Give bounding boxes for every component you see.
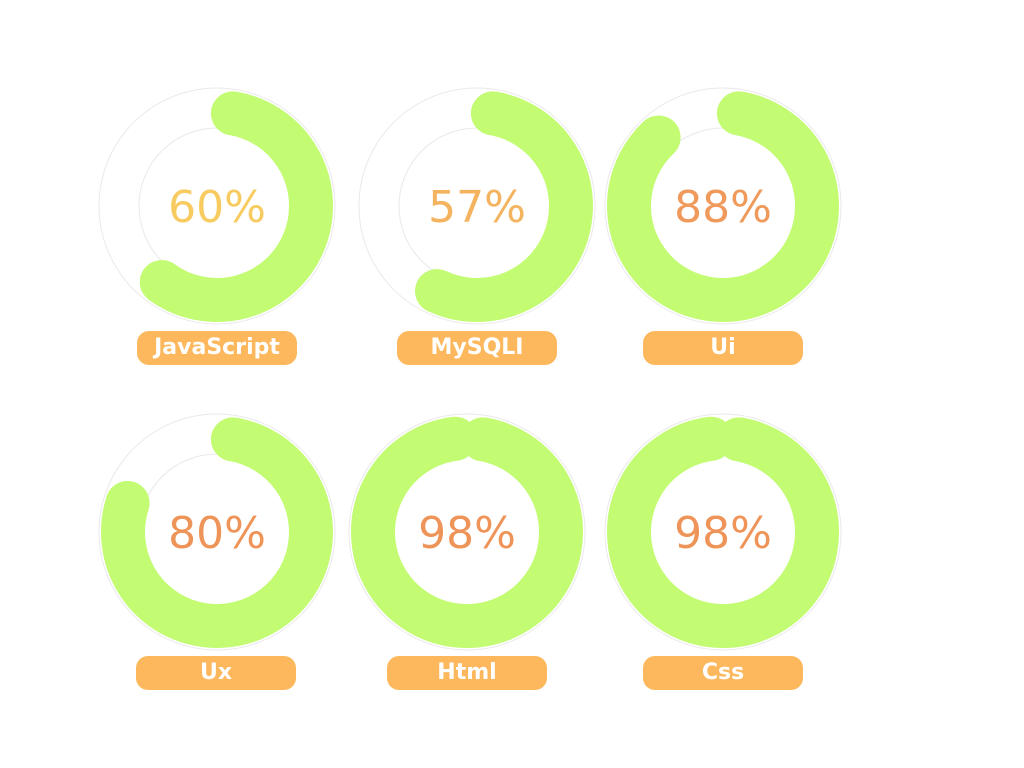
track-inner-ring [138, 127, 296, 285]
track-outer-ring [348, 413, 586, 651]
track-outer-ring [98, 87, 336, 325]
percentage-value: 88% [674, 182, 772, 233]
percentage-value: 57% [428, 182, 526, 233]
percentage-value: 60% [168, 182, 266, 233]
skill-label-css: Css [643, 656, 803, 690]
progress-arc-html [351, 416, 583, 648]
progress-arc-mysqli [414, 91, 593, 322]
percentage-value: 80% [168, 508, 266, 559]
progress-arc-ui [607, 91, 839, 322]
progress-arc-ux [101, 417, 333, 648]
skill-label-html: Html [387, 656, 547, 690]
track-outer-ring [98, 413, 336, 651]
percentage-value: 98% [674, 508, 772, 559]
progress-arc-css [607, 416, 839, 648]
skill-label-javascript: JavaScript [137, 331, 297, 365]
track-inner-ring [388, 453, 546, 611]
track-inner-ring [398, 127, 556, 285]
track-outer-ring [604, 87, 842, 325]
progress-arc-javascript [139, 91, 333, 322]
percentage-value: 98% [418, 508, 516, 559]
skill-label-mysqli: MySQLI [397, 331, 557, 365]
track-outer-ring [604, 413, 842, 651]
track-inner-ring [138, 453, 296, 611]
track-outer-ring [358, 87, 596, 325]
track-inner-ring [644, 453, 802, 611]
skill-label-ux: Ux [136, 656, 296, 690]
skill-label-ui: Ui [643, 331, 803, 365]
track-inner-ring [644, 127, 802, 285]
